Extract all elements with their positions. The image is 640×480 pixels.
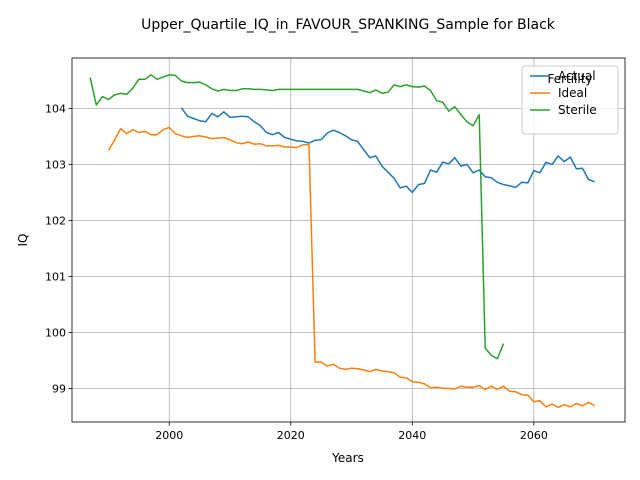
y-axis-label: IQ xyxy=(16,234,30,247)
series-line-ideal xyxy=(107,126,595,409)
y-tick-label: 101 xyxy=(45,270,66,283)
x-tick-label: 2060 xyxy=(520,429,548,442)
axis-ticks: 2000 2020 2040 2060 99 100 101 102 103 104 xyxy=(45,102,548,442)
legend: Fertility Actual Ideal Sterile xyxy=(521,65,619,135)
legend-label: Sterile xyxy=(558,103,597,117)
legend-label: Actual xyxy=(558,69,596,83)
legend-label: Ideal xyxy=(558,86,587,100)
y-tick-label: 99 xyxy=(52,382,66,395)
chart-title: Upper_Quartile_IQ_in_FAVOUR_SPANKING_Sam… xyxy=(141,17,556,33)
series-line-actual xyxy=(180,107,595,194)
plot-frame xyxy=(71,57,626,423)
x-tick-label: 2040 xyxy=(398,429,426,442)
y-tick-label: 100 xyxy=(45,326,66,339)
legend-box xyxy=(521,65,619,135)
y-tick-label: 103 xyxy=(45,158,66,171)
legend-item-ideal: Ideal xyxy=(530,86,587,100)
series-lines xyxy=(89,74,595,409)
x-tick-label: 2000 xyxy=(155,429,183,442)
y-tick-label: 102 xyxy=(45,214,66,227)
legend-title: Fertility xyxy=(547,72,592,86)
legend-item-sterile: Sterile xyxy=(530,103,597,117)
y-tick-label: 104 xyxy=(45,102,66,115)
series-line-sterile xyxy=(89,74,505,360)
legend-item-actual: Actual xyxy=(530,69,596,83)
x-axis-label: Years xyxy=(331,451,364,465)
x-tick-label: 2020 xyxy=(277,429,305,442)
